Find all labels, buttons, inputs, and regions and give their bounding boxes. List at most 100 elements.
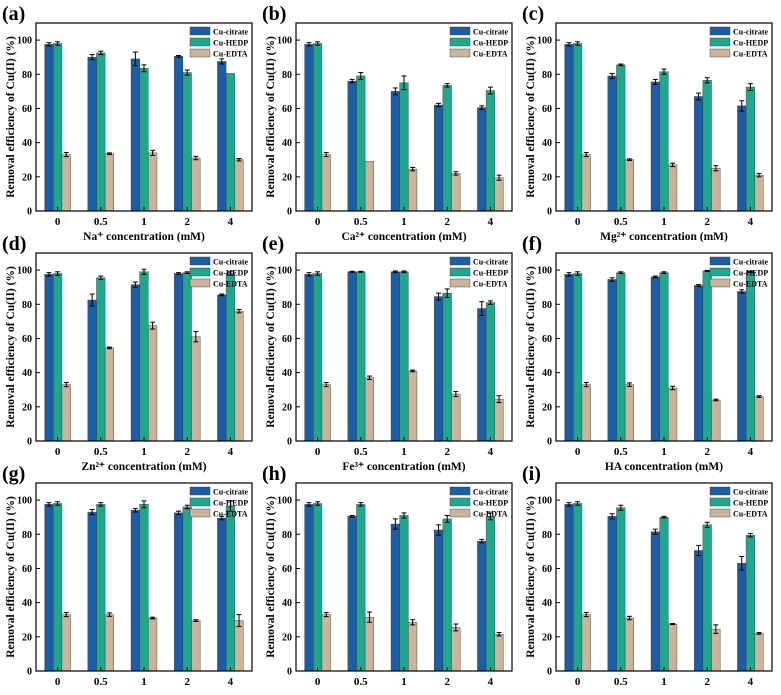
bar-cu-citrate-0 xyxy=(564,504,574,672)
x-tick-label: 0.5 xyxy=(614,676,628,688)
legend-label: Cu-HEDP xyxy=(733,499,768,508)
bar-cu-citrate-0.5 xyxy=(607,516,617,672)
bar-cu-hedp-1 xyxy=(139,68,149,212)
legend-label: Cu-EDTA xyxy=(473,280,508,289)
bar-cu-hedp-0 xyxy=(573,43,583,212)
y-tick-label: 40 xyxy=(282,368,292,379)
legend-swatch xyxy=(449,267,471,277)
x-axis-label: Fe³⁺ concentration (mM) xyxy=(342,461,465,473)
y-tick-label: 20 xyxy=(22,632,32,643)
bar-cu-citrate-0.5 xyxy=(607,75,617,212)
bar-cu-edta-0.5 xyxy=(364,616,374,672)
bar-cu-hedp-0.5 xyxy=(616,507,626,672)
legend-label: Cu-HEDP xyxy=(213,39,248,48)
bar-cu-edta-1 xyxy=(668,164,678,212)
bar-cu-hedp-0.5 xyxy=(356,504,366,672)
bar-cu-citrate-1 xyxy=(130,58,140,212)
legend-swatch xyxy=(449,26,471,36)
legend-swatch xyxy=(189,486,211,496)
panel-label: (b) xyxy=(262,3,286,25)
bar-cu-citrate-4 xyxy=(477,308,487,442)
bar-cu-hedp-2 xyxy=(702,270,712,442)
x-tick-label: 4 xyxy=(488,216,494,228)
bar-cu-edta-4 xyxy=(234,620,244,672)
panel-label: (g) xyxy=(2,463,25,485)
y-axis-label: Removal efficiency of Cu(II) (%) xyxy=(525,496,537,658)
y-tick-label: 80 xyxy=(22,300,32,311)
y-tick-label: 100 xyxy=(537,36,552,47)
y-tick-label: 20 xyxy=(282,632,292,643)
y-tick-label: 80 xyxy=(542,530,552,541)
bar-cu-edta-4 xyxy=(754,396,764,442)
legend-label: Cu-HEDP xyxy=(213,499,248,508)
x-tick-label: 1 xyxy=(661,676,667,688)
legend-swatch xyxy=(189,37,211,47)
bar-cu-hedp-1 xyxy=(659,71,669,212)
bar-cu-edta-0.5 xyxy=(624,384,634,442)
y-tick-label: 0 xyxy=(27,207,32,218)
bar-cu-citrate-0.5 xyxy=(347,80,357,212)
bar-cu-hedp-1 xyxy=(139,271,149,442)
bar-cu-edta-1 xyxy=(668,387,678,442)
bar-cu-edta-0 xyxy=(321,614,331,672)
x-tick-label: 2 xyxy=(444,216,450,228)
bar-cu-hedp-4 xyxy=(485,302,495,442)
y-tick-label: 0 xyxy=(287,207,292,218)
y-tick-label: 80 xyxy=(542,300,552,311)
y-tick-label: 60 xyxy=(282,564,292,575)
panel-label: (e) xyxy=(262,233,284,255)
x-tick-label: 2 xyxy=(704,216,710,228)
bar-cu-citrate-4 xyxy=(477,107,487,212)
bar-cu-edta-1 xyxy=(148,325,158,442)
bar-cu-edta-2 xyxy=(191,620,201,672)
bar-cu-hedp-0 xyxy=(53,43,63,212)
bar-cu-edta-1 xyxy=(408,370,418,442)
y-axis-label: Removal efficiency of Cu(II) (%) xyxy=(525,36,537,198)
legend-swatch xyxy=(449,508,471,518)
y-tick-label: 0 xyxy=(547,437,552,448)
bar-cu-hedp-4 xyxy=(225,273,235,442)
y-tick-label: 20 xyxy=(542,632,552,643)
y-tick-label: 60 xyxy=(22,104,32,115)
x-tick-label: 1 xyxy=(141,676,147,688)
x-tick-label: 0 xyxy=(315,676,321,688)
x-tick-label: 4 xyxy=(748,676,754,688)
x-tick-label: 0.5 xyxy=(614,216,628,228)
bar-cu-citrate-2 xyxy=(174,512,184,672)
y-tick-label: 80 xyxy=(282,300,292,311)
legend-label: Cu-HEDP xyxy=(473,269,508,278)
bar-cu-hedp-0 xyxy=(53,503,63,672)
y-axis-label: Removal efficiency of Cu(II) (%) xyxy=(5,496,17,658)
x-tick-label: 1 xyxy=(661,446,667,458)
y-tick-label: 20 xyxy=(22,402,32,413)
bar-cu-edta-2 xyxy=(451,627,461,672)
panel-label: (d) xyxy=(2,233,26,255)
bar-cu-hedp-4 xyxy=(485,516,495,672)
bar-cu-edta-0.5 xyxy=(364,161,374,212)
bar-cu-citrate-2 xyxy=(694,285,704,442)
bar-cu-hedp-0 xyxy=(53,273,63,442)
legend-label: Cu-citrate xyxy=(473,258,509,267)
y-tick-label: 40 xyxy=(542,138,552,149)
x-tick-label: 1 xyxy=(141,446,147,458)
bar-cu-hedp-4 xyxy=(225,73,235,212)
legend-label: Cu-citrate xyxy=(213,258,249,267)
y-tick-label: 40 xyxy=(22,368,32,379)
x-tick-label: 0 xyxy=(55,676,61,688)
bar-cu-hedp-0.5 xyxy=(96,52,106,212)
bar-cu-citrate-2 xyxy=(434,104,444,212)
y-tick-label: 100 xyxy=(537,266,552,277)
legend-swatch xyxy=(189,278,211,288)
panel-label: (i) xyxy=(522,463,541,485)
bar-cu-citrate-4 xyxy=(217,294,227,442)
bar-cu-hedp-0.5 xyxy=(96,277,106,442)
bar-cu-edta-1 xyxy=(408,168,418,212)
bar-cu-citrate-4 xyxy=(217,61,227,212)
bar-cu-edta-4 xyxy=(754,174,764,212)
bar-cu-citrate-4 xyxy=(737,105,747,212)
y-tick-label: 60 xyxy=(542,334,552,345)
bar-cu-edta-0 xyxy=(581,154,591,212)
